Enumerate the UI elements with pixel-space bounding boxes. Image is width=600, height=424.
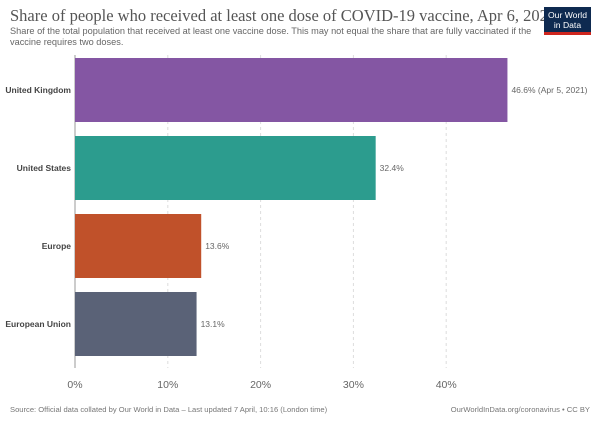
value-label: 13.1% [201, 319, 226, 329]
x-tick-label: 10% [157, 379, 178, 391]
x-tick-label: 20% [250, 379, 271, 391]
source-link[interactable]: OurWorldInData.org/coronavirus • CC BY [450, 405, 590, 414]
category-label: United States [17, 163, 72, 173]
bar[interactable] [75, 214, 202, 278]
category-label: Europe [42, 241, 72, 251]
bar[interactable] [75, 292, 197, 356]
logo-line-2: in Data [553, 20, 582, 30]
x-tick-label: 30% [343, 379, 364, 391]
chart-title: Share of people who received at least on… [10, 6, 557, 25]
value-label: 13.6% [205, 241, 230, 251]
x-tick-label: 40% [436, 379, 457, 391]
category-label: European Union [5, 319, 71, 329]
bar[interactable] [75, 58, 508, 122]
x-axis-ticks: 0% 10% 20% 30% 40% [67, 379, 456, 391]
value-label: 46.6% (Apr 5, 2021) [511, 85, 587, 95]
bar[interactable] [75, 136, 376, 200]
value-label: 32.4% [380, 163, 405, 173]
bars [75, 58, 508, 356]
logo-line-1: Our World [548, 10, 587, 20]
x-tick-label: 0% [67, 379, 82, 391]
source-note: Source: Official data collated by Our Wo… [10, 405, 328, 414]
category-label: United Kingdom [5, 85, 71, 95]
chart-subtitle: Share of the total population that recei… [10, 26, 532, 47]
owid-logo[interactable]: Our World in Data [544, 7, 591, 35]
value-labels: 46.6% (Apr 5, 2021) 32.4% 13.6% 13.1% [201, 85, 588, 329]
category-labels: United Kingdom United States Europe Europea… [5, 85, 71, 329]
